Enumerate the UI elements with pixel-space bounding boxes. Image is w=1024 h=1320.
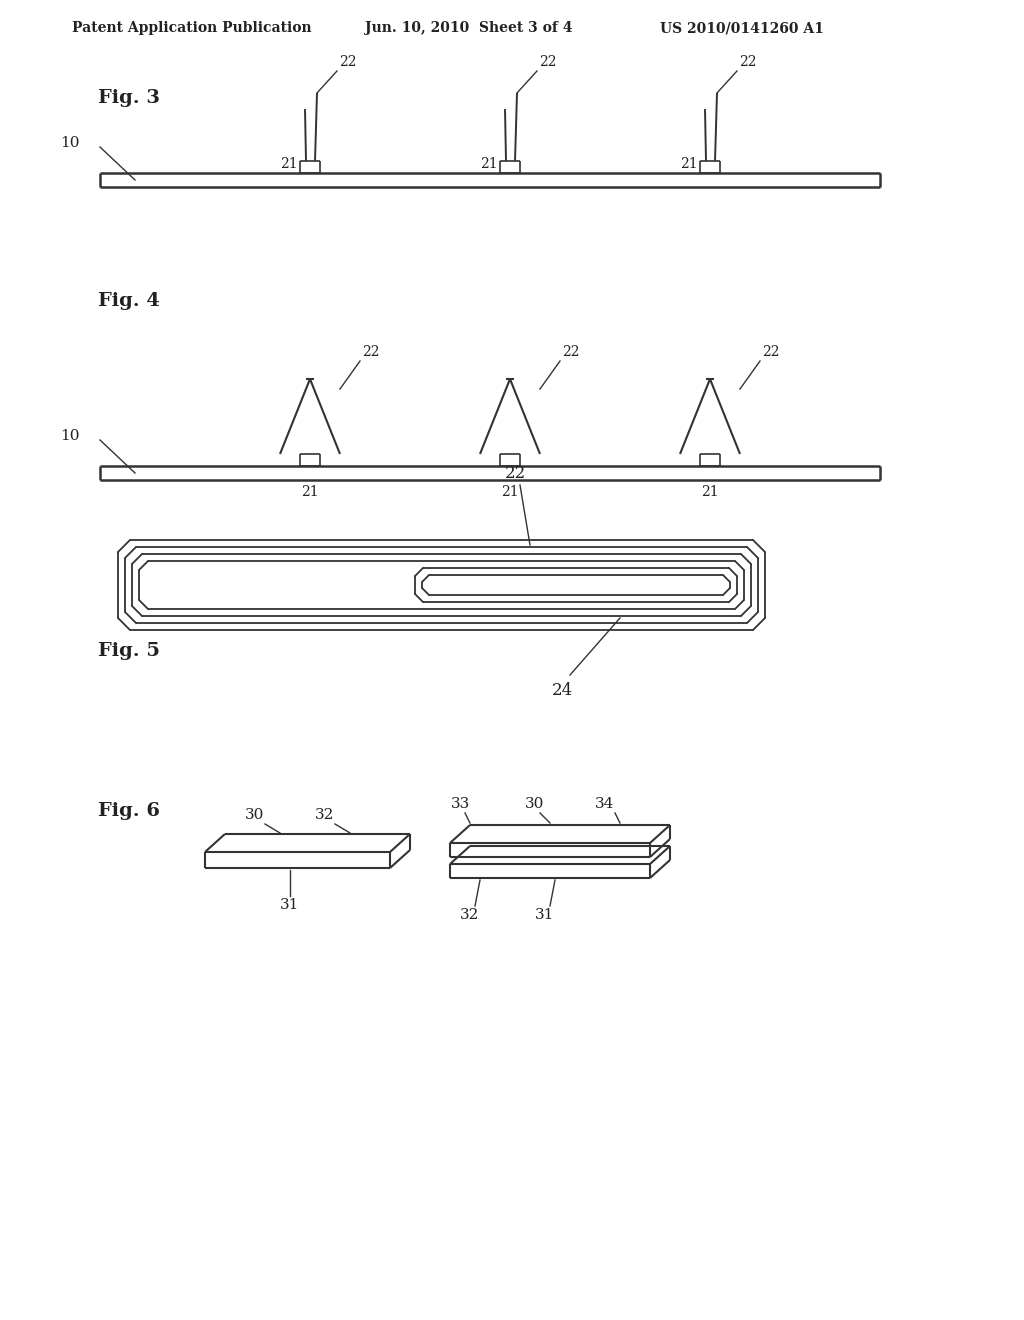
Text: 22: 22 (362, 345, 380, 359)
Text: Fig. 5: Fig. 5 (98, 642, 160, 660)
Text: 22: 22 (505, 465, 525, 482)
Text: Fig. 3: Fig. 3 (98, 88, 160, 107)
Text: 22: 22 (562, 345, 580, 359)
Text: 21: 21 (680, 157, 698, 172)
Text: 21: 21 (480, 157, 498, 172)
Text: 21: 21 (701, 484, 719, 499)
Text: 33: 33 (451, 797, 470, 810)
Text: Fig. 6: Fig. 6 (98, 803, 160, 820)
Text: 22: 22 (739, 55, 757, 69)
Text: 10: 10 (60, 136, 80, 150)
Text: 22: 22 (539, 55, 556, 69)
Text: 34: 34 (595, 797, 614, 810)
Text: Patent Application Publication: Patent Application Publication (72, 21, 311, 36)
Text: Jun. 10, 2010  Sheet 3 of 4: Jun. 10, 2010 Sheet 3 of 4 (365, 21, 572, 36)
Text: 31: 31 (536, 908, 555, 921)
Text: 32: 32 (315, 808, 335, 822)
Text: 22: 22 (339, 55, 356, 69)
Text: 21: 21 (501, 484, 519, 499)
Text: 30: 30 (525, 797, 545, 810)
Text: 30: 30 (246, 808, 264, 822)
Text: 10: 10 (60, 429, 80, 444)
Text: 22: 22 (762, 345, 779, 359)
Text: 31: 31 (281, 898, 300, 912)
Text: US 2010/0141260 A1: US 2010/0141260 A1 (660, 21, 824, 36)
Text: 21: 21 (281, 157, 298, 172)
Text: 24: 24 (551, 682, 572, 700)
Text: 21: 21 (301, 484, 318, 499)
Text: 32: 32 (461, 908, 479, 921)
Text: Fig. 4: Fig. 4 (98, 292, 160, 310)
